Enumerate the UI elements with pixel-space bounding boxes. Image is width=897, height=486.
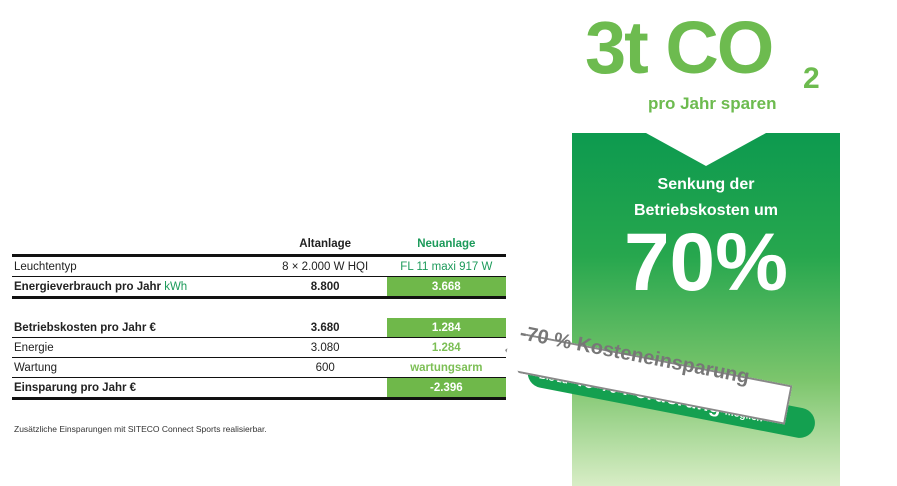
new-value: -2.396 <box>386 377 506 399</box>
panel-text: Senkung der Betriebskosten um <box>633 176 779 219</box>
old-value: 3.680 <box>310 321 340 334</box>
header-old: Altanlage <box>299 238 352 250</box>
row-label: Energie <box>14 341 54 354</box>
row-label: Einsparung pro Jahr <box>14 381 127 394</box>
new-value: 1.284 <box>431 341 461 354</box>
co2-headline: 3t CO <box>585 6 774 89</box>
row-unit: € <box>129 381 137 394</box>
comparison-table: Altanlage Neuanlage Leuchtentyp 8 × 2.000 … <box>12 234 506 400</box>
footnote: Zusätzliche Einsparungen mit SITECO Conn… <box>14 424 267 434</box>
row-unit: kWh <box>164 280 188 293</box>
table-row: Betriebskosten pro Jahr €3.680 1.284 <box>12 318 506 338</box>
new-value: wartungsarm <box>410 361 483 374</box>
table-row: Einsparung pro Jahr € -2.396 <box>12 377 506 399</box>
old-value: 3.080 <box>310 341 340 354</box>
table-row: Energie 3.080 1.284 <box>12 338 506 358</box>
row-unit: € <box>149 321 156 334</box>
old-value: 8.800 <box>310 280 340 293</box>
new-value: FL 11 maxi 917 W <box>400 260 493 273</box>
panel-value: 70% <box>623 217 789 308</box>
old-value: 8 × 2.000 W HQI <box>282 260 369 273</box>
old-value: 600 <box>315 361 335 374</box>
table-row: Wartung 600 wartungsarm <box>12 358 506 378</box>
co2-subline: pro Jahr sparen <box>648 94 777 113</box>
row-label: Wartung <box>14 361 58 374</box>
new-value: 3.668 <box>386 276 506 298</box>
table-row: Leuchtentyp 8 × 2.000 W HQI FL 11 maxi 917… <box>12 256 506 277</box>
new-value: 1.284 <box>386 318 506 338</box>
old-value <box>264 378 387 399</box>
row-label: Leuchtentyp <box>14 260 77 273</box>
co2-subscript: 2 <box>803 62 820 95</box>
panel-notch <box>646 133 766 166</box>
row-label: Energieverbrauch pro Jahr <box>14 280 161 293</box>
table-row: Energieverbrauch pro Jahr kWh 8.800 3.668 <box>12 276 506 298</box>
header-new: Neuanlage <box>417 238 476 250</box>
row-label: Betriebskosten pro Jahr <box>14 321 147 334</box>
